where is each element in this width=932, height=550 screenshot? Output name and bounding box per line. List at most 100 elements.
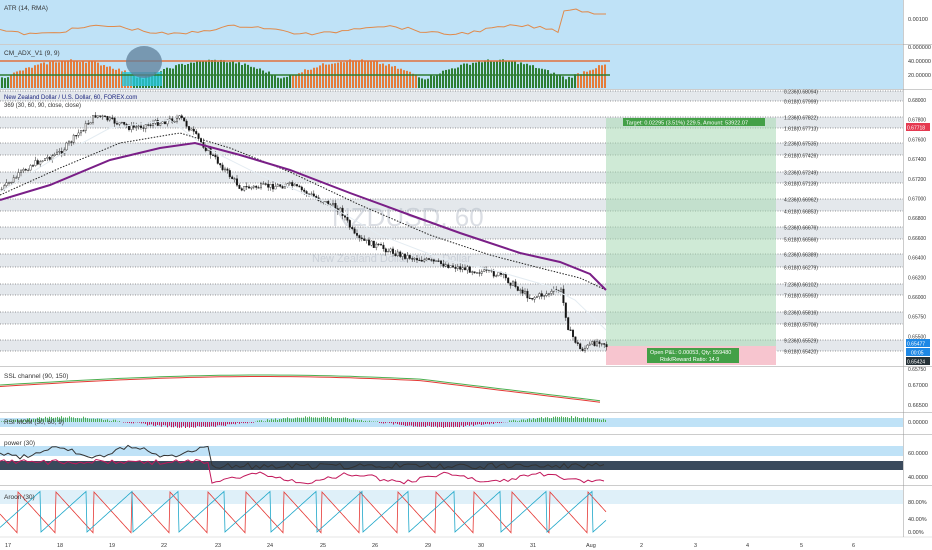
adx-bar [463, 63, 465, 88]
candle-body [180, 115, 183, 118]
adx-bar [418, 77, 420, 88]
rsi-mom-bar [511, 420, 512, 422]
rsi-mom-bar [67, 417, 68, 422]
rsi-mom-bar [111, 421, 112, 422]
candle-body [255, 185, 258, 188]
time-axis-tick: 25 [320, 543, 326, 549]
rsi-mom-bar [23, 419, 24, 422]
candle-body [528, 297, 531, 299]
price-pane[interactable]: NZDUSD, 60 New Zealand Dollar / U.S. Dol… [0, 90, 930, 374]
fib-level-label: 7.618(0.65993) [784, 294, 818, 300]
candle-body [476, 272, 479, 274]
rsi-mom-bar [55, 417, 56, 422]
candle-body [442, 263, 445, 267]
candle-body [27, 169, 30, 172]
fib-level-label: 4.618(0.66853) [784, 210, 818, 216]
rsi-mom-bar [349, 419, 350, 422]
rsi-mom-bar [383, 422, 384, 424]
candle-body [29, 165, 32, 171]
adx-bar [328, 64, 330, 88]
rsi-mom-bar [101, 418, 102, 422]
candle-body [389, 248, 392, 252]
price-axis-tick: 0.66600 [908, 236, 926, 242]
rsi-mom-pane: RSI MOM (30, 60, 9) 0.00000 [0, 413, 928, 434]
candle-body [548, 293, 551, 295]
adx-bar [19, 70, 21, 88]
adx-bar [529, 65, 531, 88]
candle-body [183, 117, 186, 122]
adx-bar [535, 67, 537, 88]
adx-bar [178, 64, 180, 88]
fib-level-label: 3.618(0.67139) [784, 182, 818, 188]
price-axis-tick: 0.66400 [908, 256, 926, 262]
rsi-mom-bar [235, 422, 236, 425]
adx-bar [319, 65, 321, 88]
ssl-down-line [0, 376, 601, 403]
candle-body [264, 183, 267, 185]
fib-level-label: 7.236(0.66102) [784, 283, 818, 289]
candle-body [591, 341, 594, 345]
rsi-mom-bar [41, 417, 42, 422]
open-pnl: Open P&L: 0.00053, Qty: 559480 [650, 350, 731, 356]
adx-bar [487, 59, 489, 88]
rsi-mom-bar [51, 417, 52, 422]
rsi-mom-bar [159, 422, 160, 426]
rsi-mom-bar [543, 418, 544, 422]
adx-bar [166, 67, 168, 88]
rsi-mom-bar [109, 420, 110, 422]
rsi-mom-bar [425, 422, 426, 427]
price-axis[interactable]: 0.68000 0.67800 0.67600 0.67400 0.67200 0.670… [908, 98, 926, 340]
adx-bar [523, 64, 525, 88]
adx-bar [4, 78, 6, 88]
pane-separators [0, 0, 932, 537]
candle-body [605, 344, 608, 348]
candle-body [293, 184, 296, 187]
candle-body [79, 130, 82, 134]
rsi-mom-bar [455, 422, 456, 427]
rsi-mom-bar [17, 418, 18, 422]
rsi-mom-bar [583, 417, 584, 422]
rsi-mom-bar [1, 421, 2, 422]
adx-bar [115, 69, 117, 88]
rsi-mom-bar [279, 418, 280, 422]
candle-body [466, 266, 469, 271]
time-axis[interactable]: 17 18 19 22 23 24 25 26 29 30 31 Aug 2 3 4 5 6 [0, 536, 932, 550]
rsi-mom-bar [5, 421, 6, 422]
time-axis-tick: 6 [852, 543, 855, 549]
candle-body [384, 248, 387, 253]
adx-bar [421, 78, 423, 88]
rsi-mom-bar [83, 416, 84, 422]
rsi-mom-bar [365, 420, 366, 422]
adx-bar [532, 65, 534, 88]
rsi-mom-bar [555, 416, 556, 422]
candle-body [190, 128, 193, 131]
candle-body [428, 258, 431, 260]
rsi-mom-bar [529, 418, 530, 422]
candle-body [252, 185, 255, 188]
adx-bar [67, 60, 69, 88]
candle-body [310, 193, 313, 195]
candle-body [519, 289, 522, 291]
candle-body [401, 253, 404, 257]
watermark-symbol: NZDUSD, 60 [332, 202, 484, 232]
candle-body [151, 123, 154, 126]
countdown: 00:05 [911, 351, 924, 357]
adx-bar [577, 73, 579, 88]
candle-body [204, 147, 207, 151]
adx-bar [436, 74, 438, 88]
candle-body [394, 253, 397, 256]
candle-body [214, 154, 217, 158]
candle-body [130, 125, 133, 130]
rsi-mom-bar [453, 422, 454, 428]
rsi-mom-bar [167, 422, 168, 428]
rsi-mom-bar [335, 417, 336, 422]
candle-body [550, 291, 553, 294]
current-price: 0.65477 [907, 342, 925, 348]
rsi-mom-bar [217, 422, 218, 426]
candle-body [245, 186, 248, 188]
rsi-mom-bar [577, 417, 578, 422]
price-axis-tick: 0.67400 [908, 157, 926, 163]
rsi-mom-bar [119, 421, 120, 422]
candle-body [480, 271, 483, 274]
